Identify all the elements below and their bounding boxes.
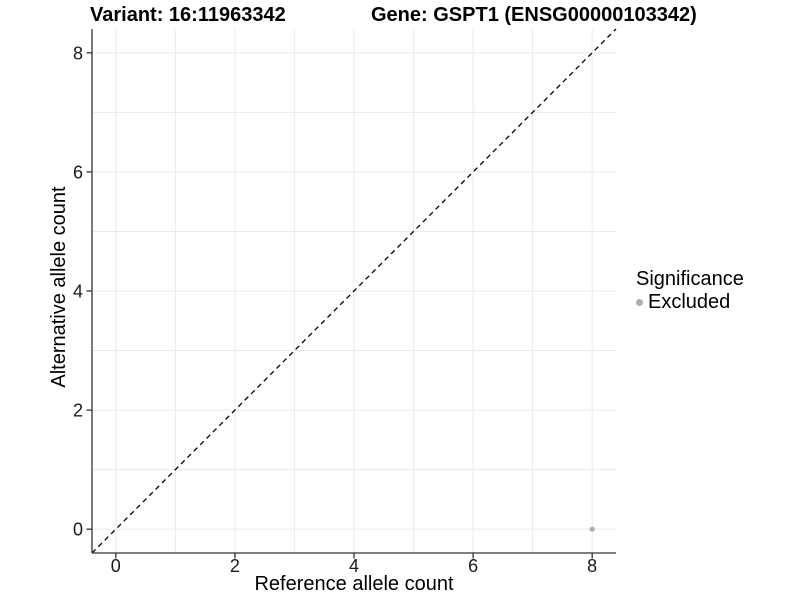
y-tick-label: 0 — [73, 520, 83, 540]
legend-item-excluded: Excluded — [634, 291, 744, 314]
legend: Significance Excluded — [634, 268, 744, 314]
identity-dashed-line — [91, 28, 617, 554]
y-tick-label: 8 — [73, 43, 83, 63]
plot-title-variant: Variant: 16:11963342 — [90, 4, 286, 26]
y-tick-label: 6 — [73, 162, 83, 182]
x-tick-label: 0 — [111, 556, 121, 576]
y-tick-label: 2 — [73, 401, 83, 421]
legend-item-label: Excluded — [648, 291, 731, 313]
data-point-excluded — [589, 526, 595, 532]
y-axis-title: Alternative allele count — [48, 186, 70, 388]
x-axis-title: Reference allele count — [254, 573, 454, 595]
x-tick-label: 4 — [349, 556, 359, 576]
x-tick-label: 8 — [587, 556, 597, 576]
x-tick-label: 6 — [468, 556, 478, 576]
y-tick-label: 4 — [73, 282, 83, 302]
x-tick-label: 2 — [230, 556, 240, 576]
excluded-marker-circle-icon — [636, 299, 643, 306]
legend-title: Significance — [636, 268, 744, 290]
plot-title-gene: Gene: GSPT1 (ENSG00000103342) — [371, 4, 697, 26]
